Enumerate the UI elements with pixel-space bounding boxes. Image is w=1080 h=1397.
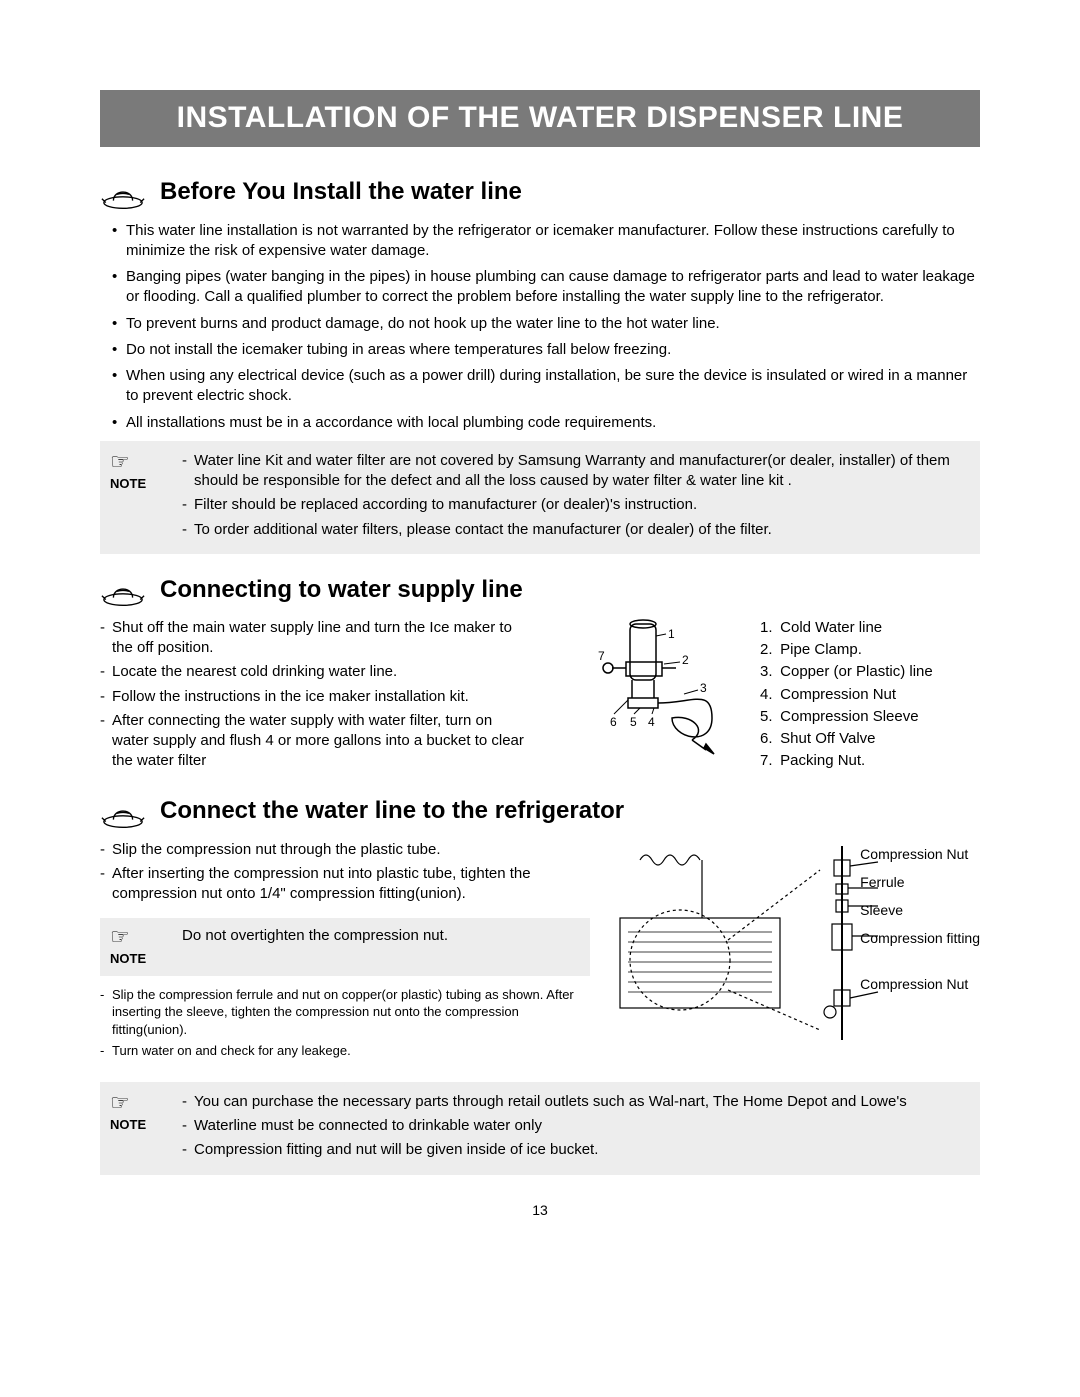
pointing-hand-icon: ☞ xyxy=(110,451,166,473)
section-3-bottom-note: ☞ NOTE You can purchase the necessary pa… xyxy=(100,1082,980,1175)
section-3-inline-note: ☞ NOTE Do not overtighten the compressio… xyxy=(100,918,590,976)
section-3-bottom-note-items: You can purchase the necessary parts thr… xyxy=(182,1092,966,1165)
note-item: To order additional water filters, pleas… xyxy=(182,520,966,540)
legend-text: Compression Nut xyxy=(776,686,896,703)
section-2-title: Connecting to water supply line xyxy=(160,574,523,606)
legend-item: 4. Compression Nut xyxy=(760,685,980,705)
bullet-item: All installations must be in a accordanc… xyxy=(112,413,980,433)
callout-3: 3 xyxy=(700,681,707,695)
legend-text: Pipe Clamp. xyxy=(776,641,862,658)
inline-note-text: Do not overtighten the compression nut. xyxy=(182,926,448,946)
legend-number: 1. xyxy=(760,618,776,638)
section-3-fine-print: Slip the compression ferrule and nut on … xyxy=(100,986,590,1060)
note-item: You can purchase the necessary parts thr… xyxy=(182,1092,966,1112)
section-1-note-items: Water line Kit and water filter are not … xyxy=(182,451,966,544)
note-item: Filter should be replaced according to m… xyxy=(182,495,966,515)
step-item: After inserting the compression nut into… xyxy=(100,864,590,905)
legend-text: Shut Off Valve xyxy=(776,730,876,747)
note-item: Waterline must be connected to drinkable… xyxy=(182,1116,966,1136)
legend-number: 5. xyxy=(760,707,776,727)
diagram-2-labels: Compression Nut Ferrule Sleeve Compressi… xyxy=(860,846,980,1004)
note-item: Water line Kit and water filter are not … xyxy=(182,451,966,492)
fine-print-item: Slip the compression ferrule and nut on … xyxy=(100,986,590,1039)
legend-text: Compression Sleeve xyxy=(776,708,919,725)
step-item: After connecting the water supply with w… xyxy=(100,711,524,772)
section-1-heading: Before You Install the water line xyxy=(100,175,980,211)
bullet-item: When using any electrical device (such a… xyxy=(112,366,980,407)
legend-number: 3. xyxy=(760,662,776,682)
note-label: NOTE xyxy=(110,950,166,968)
bullet-item: To prevent burns and product damage, do … xyxy=(112,314,980,334)
section-1-bullets: This water line installation is not warr… xyxy=(100,221,980,433)
pointing-hand-icon: ☞ xyxy=(110,926,166,948)
section-1-note: ☞ NOTE Water line Kit and water filter a… xyxy=(100,441,980,554)
callout-2: 2 xyxy=(682,653,689,667)
mascot-hat-icon xyxy=(100,175,146,211)
note-label: NOTE xyxy=(110,475,166,493)
legend-item: 1. Cold Water line xyxy=(760,618,980,638)
page-number: 13 xyxy=(100,1201,980,1220)
section-3-title: Connect the water line to the refrigerat… xyxy=(160,795,624,827)
label-compression-nut-bottom: Compression Nut xyxy=(860,976,980,992)
legend-item: 3. Copper (or Plastic) line xyxy=(760,662,980,682)
legend-number: 4. xyxy=(760,685,776,705)
legend-item: 2. Pipe Clamp. xyxy=(760,640,980,660)
pipe-clamp-diagram: 1 7 2 3 6 5 4 xyxy=(542,618,742,774)
legend-number: 6. xyxy=(760,729,776,749)
callout-6: 6 xyxy=(610,715,617,729)
label-sleeve: Sleeve xyxy=(860,902,980,918)
bullet-item: This water line installation is not warr… xyxy=(112,221,980,262)
note-label: NOTE xyxy=(110,1116,166,1134)
step-item: Slip the compression nut through the pla… xyxy=(100,840,590,860)
callout-7: 7 xyxy=(598,649,605,663)
legend-number: 2. xyxy=(760,640,776,660)
note-item: Compression fitting and nut will be give… xyxy=(182,1140,966,1160)
page-banner: INSTALLATION OF THE WATER DISPENSER LINE xyxy=(100,90,980,147)
section-3-heading: Connect the water line to the refrigerat… xyxy=(100,794,980,830)
bullet-item: Banging pipes (water banging in the pipe… xyxy=(112,267,980,308)
section-2-legend: 1. Cold Water line2. Pipe Clamp.3. Coppe… xyxy=(760,618,980,774)
section-2-heading: Connecting to water supply line xyxy=(100,572,980,608)
legend-item: 6. Shut Off Valve xyxy=(760,729,980,749)
label-compression-fitting: Compression fitting xyxy=(860,930,980,946)
section-2-steps: Shut off the main water supply line and … xyxy=(100,618,524,776)
section-3-steps: Slip the compression nut through the pla… xyxy=(100,840,590,905)
mascot-hat-icon xyxy=(100,794,146,830)
pointing-hand-icon: ☞ xyxy=(110,1092,166,1114)
fine-print-item: Turn water on and check for any leakege. xyxy=(100,1042,590,1060)
callout-5: 5 xyxy=(630,715,637,729)
legend-text: Packing Nut. xyxy=(776,752,865,769)
bullet-item: Do not install the icemaker tubing in ar… xyxy=(112,340,980,360)
section-1-title: Before You Install the water line xyxy=(160,176,522,208)
label-compression-nut-top: Compression Nut xyxy=(860,846,980,862)
legend-text: Copper (or Plastic) line xyxy=(776,663,933,680)
label-ferrule: Ferrule xyxy=(860,874,980,890)
legend-number: 7. xyxy=(760,751,776,771)
callout-1: 1 xyxy=(668,627,675,641)
legend-item: 5. Compression Sleeve xyxy=(760,707,980,727)
legend-item: 7. Packing Nut. xyxy=(760,751,980,771)
step-item: Locate the nearest cold drinking water l… xyxy=(100,662,524,682)
step-item: Shut off the main water supply line and … xyxy=(100,618,524,659)
step-item: Follow the instructions in the ice maker… xyxy=(100,687,524,707)
mascot-hat-icon xyxy=(100,572,146,608)
callout-4: 4 xyxy=(648,715,655,729)
legend-text: Cold Water line xyxy=(776,619,882,636)
refrigerator-connection-diagram: Compression Nut Ferrule Sleeve Compressi… xyxy=(610,840,980,1056)
